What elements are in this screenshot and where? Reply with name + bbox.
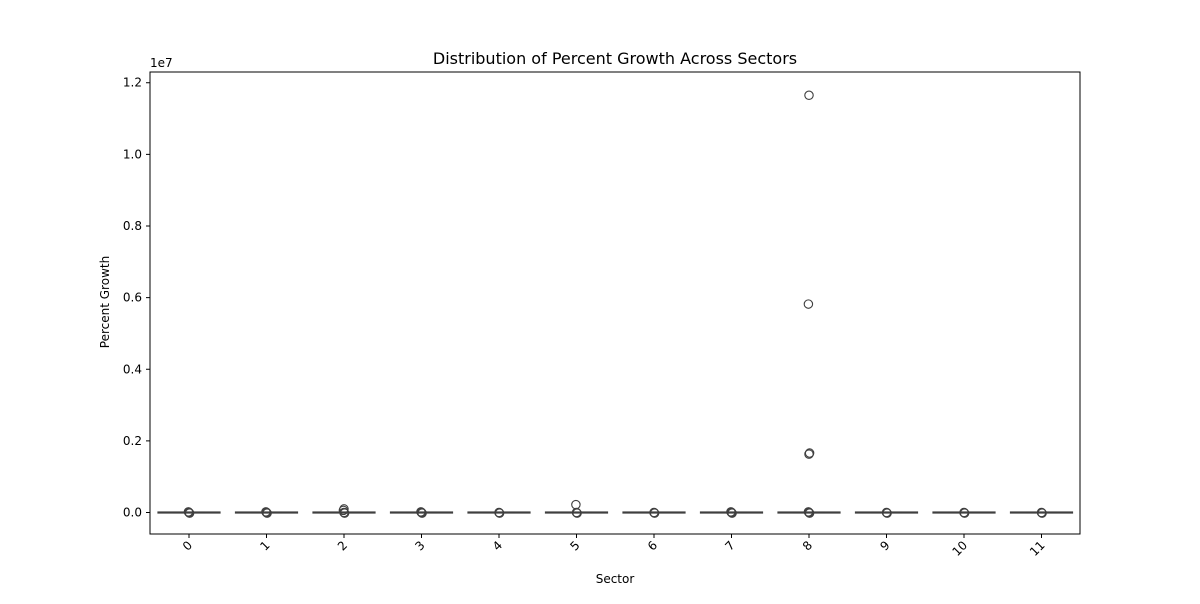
outlier-point (261, 507, 271, 517)
outlier-point (183, 507, 194, 517)
y-tick-label: 1.0 (123, 147, 142, 161)
x-axis-label: Sector (596, 572, 635, 586)
outlier-point (882, 508, 892, 518)
x-tick-label: 2 (335, 538, 350, 553)
x-tick-label: 4 (490, 538, 505, 553)
outlier-point (881, 507, 892, 518)
y-offset-label: 1e7 (150, 56, 173, 70)
outlier-point (959, 507, 969, 518)
outlier-point (261, 507, 272, 518)
y-tick-label: 0.6 (123, 291, 142, 305)
y-tick-label: 0.0 (123, 506, 142, 520)
outlier-point (803, 299, 814, 309)
outlier-point (803, 507, 814, 517)
outlier-point (184, 508, 195, 518)
outlier-point (417, 508, 427, 518)
outlier-point (727, 508, 737, 518)
outlier-point (416, 507, 426, 517)
outlier-point (804, 507, 814, 518)
x-tick-label: 0 (180, 538, 195, 553)
outlier-point (726, 507, 737, 518)
y-tick-label: 0.8 (123, 219, 142, 233)
outlier-point (804, 448, 815, 458)
y-tick-label: 1.2 (123, 76, 142, 90)
outlier-point (184, 507, 194, 518)
outlier-point (416, 507, 427, 518)
outlier-point (571, 499, 581, 510)
outlier-point (494, 508, 505, 518)
outlier-point (494, 507, 504, 518)
outlier-point (1036, 507, 1047, 518)
outlier-point (1037, 508, 1047, 518)
chart-title: Distribution of Percent Growth Across Se… (433, 49, 797, 68)
y-tick-label: 0.4 (123, 362, 142, 376)
outlier-point (649, 508, 660, 518)
y-tick-label: 0.2 (123, 434, 142, 448)
y-axis-label: Percent Growth (98, 256, 112, 348)
plot-layer: 0.0 0.2 0.4 0.6 0.8 1.0 1.2 0 1 2 3 4 5 6 7 8 9 10 11 (123, 76, 1074, 559)
outlier-point (262, 508, 272, 518)
x-tick-label: 10 (949, 538, 970, 559)
outlier-point (804, 90, 814, 101)
outlier-point (339, 504, 349, 514)
outlier-point (959, 508, 970, 518)
x-tick-label: 5 (567, 538, 582, 553)
x-tick-label: 11 (1027, 538, 1048, 559)
x-tick-label: 3 (412, 538, 427, 553)
x-tick-label: 7 (722, 538, 737, 553)
x-tick-label: 1 (257, 538, 272, 553)
outlier-point (804, 508, 815, 518)
outlier-point (726, 507, 736, 517)
outlier-point (649, 507, 659, 518)
plot-frame (149, 71, 1081, 535)
x-tick-label: 9 (877, 538, 892, 553)
x-tick-label: 8 (800, 538, 815, 553)
x-tick-label: 6 (645, 538, 660, 553)
